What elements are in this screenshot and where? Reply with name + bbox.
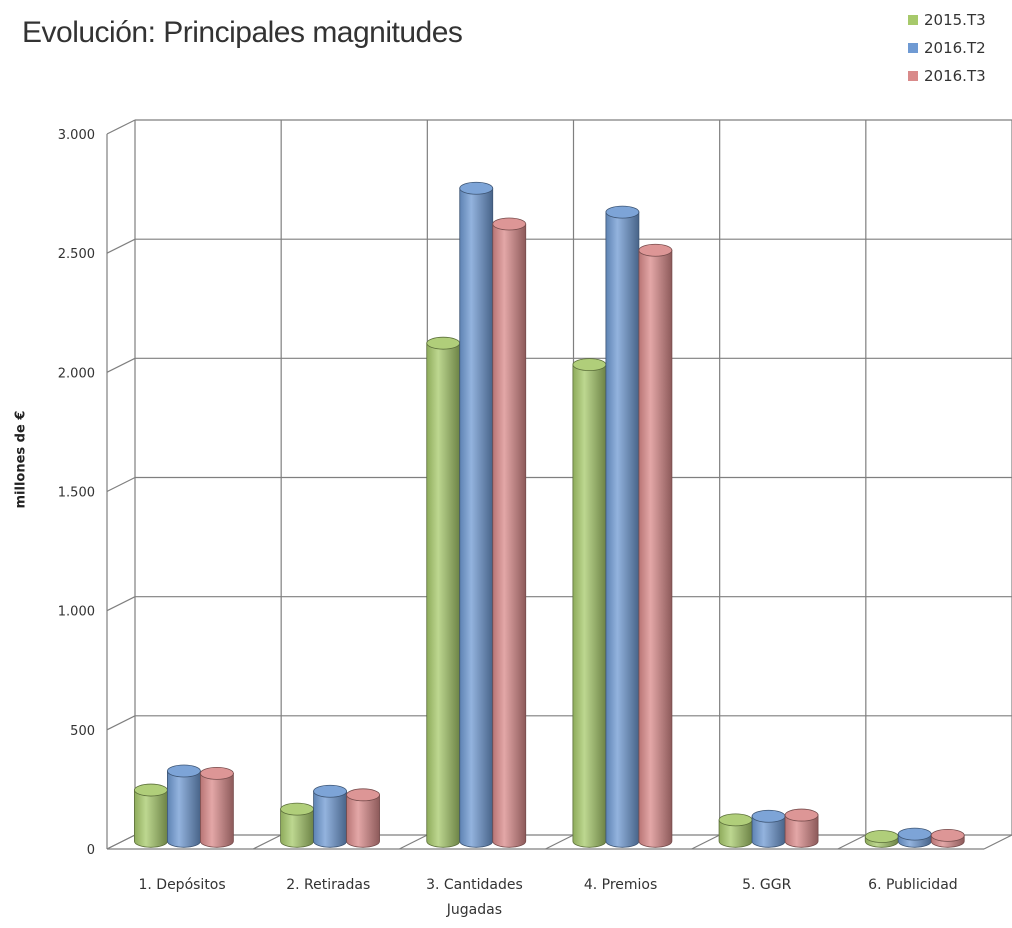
bar-body [784, 814, 819, 848]
grid-depth-line [106, 238, 136, 254]
bar [897, 827, 932, 848]
bar-body [346, 794, 380, 848]
legend-label-0: 2015.T3 [924, 11, 986, 29]
legend-label-1: 2016.T2 [924, 39, 986, 57]
floor-depth-line [399, 834, 428, 850]
bar [166, 764, 201, 848]
y-tick-label: 2.500 [58, 247, 95, 262]
grid-depth-line [106, 715, 136, 731]
grid-depth-line [106, 119, 136, 135]
bar-layer [133, 181, 965, 848]
bar [718, 813, 753, 848]
bar-top [313, 784, 347, 798]
grid-depth-line [106, 476, 136, 493]
bar-top [751, 809, 786, 823]
bar-body [313, 790, 347, 848]
bar-body [459, 187, 494, 848]
bar-top [930, 828, 965, 842]
grid-depth-line [106, 357, 136, 373]
bar [864, 830, 899, 848]
bar-body [605, 211, 640, 848]
bar-top [133, 783, 168, 797]
bar [638, 243, 673, 848]
bar-top [897, 827, 932, 841]
legend-item-2: 2016.T3 [908, 62, 986, 90]
legend-swatch-0 [908, 15, 918, 25]
bar-body [638, 249, 673, 848]
bar [346, 788, 380, 848]
y-tick-label: 500 [70, 724, 95, 739]
y-tick-label: 0 [87, 843, 95, 858]
bar [199, 766, 234, 848]
bar-body [134, 789, 168, 848]
label-layer: 0 500 1.000 1.500 2.000 2.500 3.000 1. Depósito… [58, 128, 958, 918]
bar-top [166, 764, 201, 778]
floor-depth-line [983, 834, 1012, 850]
bar [930, 828, 965, 848]
bar [459, 181, 494, 848]
bar-body [572, 364, 607, 848]
bar [133, 783, 168, 848]
bar [751, 809, 786, 848]
bar [492, 217, 527, 848]
grid-depth-line [106, 596, 136, 612]
bar [572, 358, 607, 848]
bar-top [492, 217, 527, 231]
x-tick-label: 2. Retiradas [286, 877, 370, 893]
x-tick-label: 5. GGR [742, 877, 792, 893]
floor-depth-line [691, 834, 720, 850]
x-tick-label: Jugadas [446, 902, 502, 918]
y-tick-label: 1.000 [58, 605, 95, 620]
y-tick-label: 2.000 [58, 366, 95, 381]
legend-label-2: 2016.T3 [924, 67, 986, 85]
floor-depth-line [106, 834, 136, 850]
x-tick-label: 1. Depósitos [138, 877, 225, 893]
x-tick-label: 4. Premios [584, 877, 657, 893]
bar-top [426, 336, 461, 350]
legend-item-1: 2016.T2 [908, 34, 986, 62]
bar-top [459, 181, 494, 195]
bar [426, 336, 461, 848]
legend-swatch-1 [908, 43, 918, 53]
bar-top [199, 766, 234, 780]
x-tick-label: 3. Cantidades [426, 877, 523, 893]
bar-body [200, 772, 234, 848]
legend: 2015.T3 2016.T2 2016.T3 [908, 6, 986, 90]
grid-layer [106, 119, 1012, 850]
y-tick-label: 1.500 [58, 486, 95, 501]
x-tick-label: 6. Publicidad [868, 877, 957, 893]
floor-depth-line [252, 834, 282, 850]
bar [313, 784, 347, 848]
bar-top [280, 802, 314, 816]
chart-title: Evolución: Principales magnitudes [22, 16, 463, 49]
bar-top [346, 788, 380, 802]
legend-swatch-2 [908, 71, 918, 81]
bar-body [492, 223, 527, 848]
bar [784, 808, 819, 848]
bar [605, 205, 640, 848]
bar-top [638, 243, 673, 257]
floor-depth-line [545, 834, 574, 850]
y-tick-label: 3.000 [58, 128, 95, 143]
bar-body [167, 770, 201, 848]
floor-depth-line [837, 834, 867, 850]
bar-top [718, 813, 753, 827]
bar-top [605, 205, 640, 219]
bar [280, 802, 314, 848]
bar-top [784, 808, 819, 822]
legend-item-0: 2015.T3 [908, 6, 986, 34]
bar-top [864, 830, 899, 843]
bar-body [426, 342, 461, 848]
bar-top [572, 358, 607, 372]
